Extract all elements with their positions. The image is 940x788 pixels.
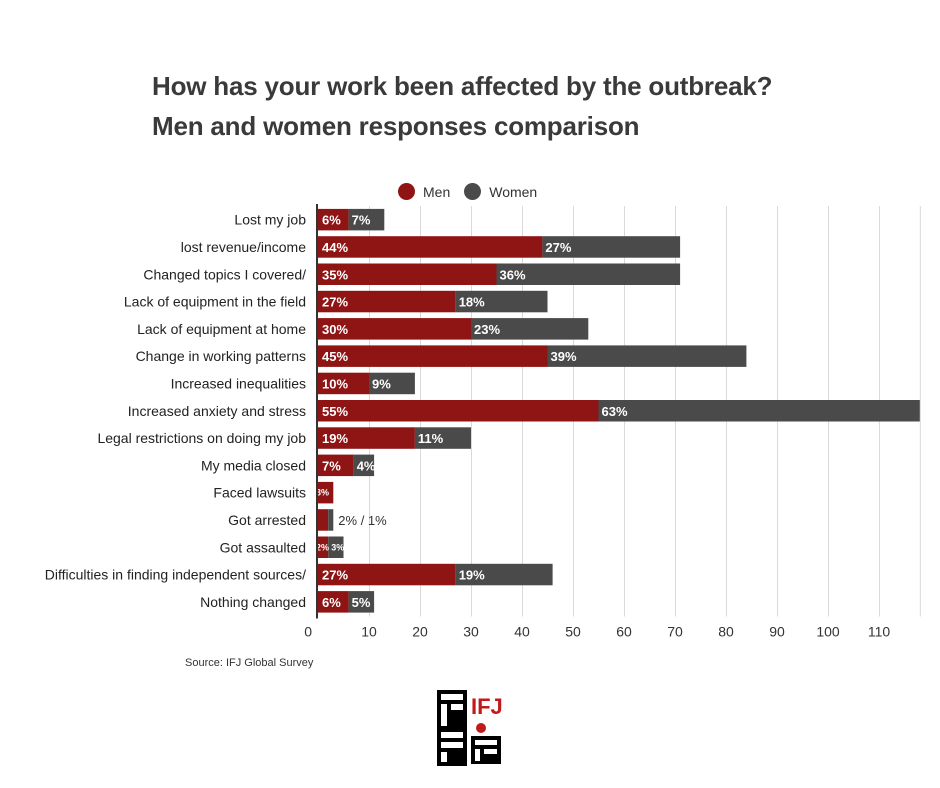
legend-item-women: Women: [464, 183, 537, 200]
category-label: lost revenue/income: [181, 239, 307, 255]
category-label: Faced lawsuits: [213, 485, 306, 501]
x-tick-label: 90: [769, 624, 785, 640]
x-tick-label: 100: [816, 624, 840, 640]
bar-women: [542, 236, 681, 258]
data-label-men: 27%: [322, 295, 348, 310]
x-tick-label: 30: [463, 624, 479, 640]
category-label: Lost my job: [234, 212, 306, 228]
bar-men: [318, 290, 456, 313]
bar-women: [348, 591, 375, 613]
data-label-women: 19%: [459, 568, 485, 583]
category-label: Got assaulted: [220, 539, 306, 555]
bar-women: [496, 263, 681, 285]
category-label: Change in working patterns: [136, 348, 306, 364]
bar-men: [318, 481, 334, 504]
category-label: Increased inequalities: [171, 375, 306, 391]
bar-men: [318, 563, 456, 586]
bar-men: [318, 263, 497, 285]
legend-swatch-women: [464, 183, 482, 200]
chart-title: How has your work been affected by the o…: [152, 66, 773, 146]
bar-women: [369, 372, 415, 395]
bar-men: [318, 454, 354, 477]
category-label: My media closed: [201, 457, 306, 473]
data-label-men: 2%: [316, 542, 329, 552]
data-label-men: 27%: [322, 568, 348, 583]
data-label-men: 3%: [316, 488, 329, 498]
data-label-women: 27%: [545, 240, 571, 255]
data-label-men: 7%: [322, 458, 341, 473]
x-tick-label: 70: [667, 624, 683, 640]
bar-women: [455, 290, 548, 313]
bar-women: [348, 208, 385, 231]
category-label: Nothing changed: [200, 594, 306, 610]
bar-men: [318, 400, 599, 422]
data-label-women: 18%: [459, 295, 485, 310]
data-label-men: 35%: [322, 267, 348, 282]
svg-text:IFJ: IFJ: [471, 694, 503, 719]
data-label-women: 5%: [352, 595, 371, 610]
bar-men: [318, 318, 471, 340]
category-label: Lack of equipment in the field: [124, 294, 306, 310]
data-label-men: 55%: [322, 404, 348, 419]
category-label: Changed topics I covered/: [143, 266, 306, 282]
category-label: Got arrested: [228, 512, 306, 528]
data-label-women: 4%: [357, 458, 376, 473]
x-tick-label: 60: [616, 624, 632, 640]
bar-men: [318, 591, 349, 613]
bar-men: [318, 427, 415, 449]
legend-label-women: Women: [489, 183, 538, 200]
x-tick-label: 110: [868, 624, 891, 640]
bar-women: [471, 318, 589, 340]
legend-item-men: Men: [398, 183, 450, 200]
x-tick-label: 80: [718, 624, 734, 640]
category-label: Difficulties in finding independent sour…: [45, 567, 306, 583]
bar-men: [318, 345, 548, 367]
bar-women: [328, 536, 344, 558]
data-label-men: 19%: [322, 431, 348, 446]
category-label: Lack of equipment at home: [137, 321, 306, 337]
bar-women: [353, 454, 375, 477]
title-line-1: How has your work been affected by the o…: [152, 71, 773, 101]
title-line-2: Men and women responses comparison: [152, 111, 640, 141]
data-label-men: 6%: [322, 595, 341, 610]
data-label-men: 10%: [322, 376, 348, 391]
bar-men: [318, 208, 349, 231]
bar-women: [455, 563, 553, 586]
data-label-women: 9%: [372, 376, 391, 391]
bar-men: [318, 509, 329, 531]
x-tick-label: 0: [304, 624, 312, 640]
bar-chart: 0 10 20 30 40 50 60 70 80 90 100 110 Lost my job 6% 7%…: [45, 204, 921, 640]
x-tick-label: 10: [361, 624, 377, 640]
category-label: Increased anxiety and stress: [128, 403, 306, 419]
data-label-women: 7%: [352, 213, 371, 228]
legend-swatch-men: [398, 183, 415, 200]
bar-men: [318, 236, 543, 258]
data-label-outside: 2% / 1%: [338, 513, 387, 528]
bar-women: [414, 427, 471, 449]
bar-women: [547, 345, 747, 367]
data-label-men: 30%: [322, 322, 348, 337]
category-label: Legal restrictions on doing my job: [97, 430, 306, 446]
bar-men: [318, 372, 369, 395]
data-label-women: 39%: [551, 349, 577, 364]
legend-label-men: Men: [423, 183, 451, 200]
x-tick-label: 50: [565, 624, 581, 640]
ifj-fip-logo: IFJ: [437, 690, 503, 766]
data-label-men: 44%: [322, 240, 348, 255]
x-tick-label: 20: [412, 624, 428, 640]
source-note: Source: IFJ Global Survey: [185, 657, 314, 669]
data-label-women: 36%: [500, 267, 526, 282]
data-label-women: 63%: [602, 404, 628, 419]
data-label-women: 3%: [331, 542, 344, 552]
data-label-men: 6%: [322, 213, 341, 228]
x-tick-label: 40: [514, 624, 530, 640]
data-label-men: 45%: [322, 349, 348, 364]
bar-men: [318, 536, 329, 558]
bar-women: [328, 509, 334, 531]
data-label-women: 11%: [418, 431, 444, 446]
bar-women: [598, 400, 920, 422]
data-label-women: 23%: [474, 322, 500, 337]
legend: Men Women: [398, 183, 551, 200]
